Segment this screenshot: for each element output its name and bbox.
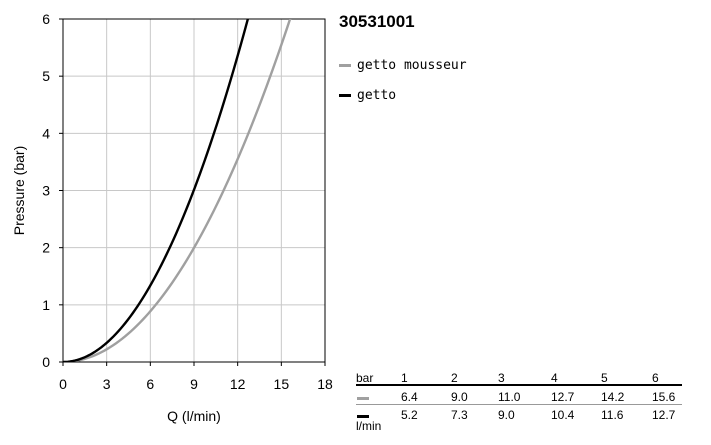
product-code-title: 30531001 [339,12,415,31]
x-tick-label-6: 18 [317,376,333,392]
table-cell-0-3: 12.7 [551,390,575,404]
legend-item-getto: getto [339,87,397,103]
table-pressure-4: 4 [551,371,558,385]
table-header-bar-label: bar [356,371,374,385]
x-tick-label-4: 12 [230,376,246,392]
table-cell-0-2: 11.0 [498,390,521,404]
table-cell-1-2: 9.0 [498,408,515,422]
table-row-swatch-1 [357,415,369,418]
series-line-getto-mousseur [63,19,292,362]
table-cell-0-1: 9.0 [451,390,468,404]
table-header-rule [356,384,682,386]
y-tick-label-4: 4 [42,125,50,141]
y-tick-label-5: 5 [42,68,50,84]
x-tick-label-0: 0 [59,376,67,392]
table-cell-0-4: 14.2 [601,390,625,404]
table-pressure-6: 6 [652,371,659,385]
x-tick-label-3: 9 [190,376,198,392]
series-line-getto [63,19,250,362]
table-cell-0-5: 15.6 [652,390,676,404]
table-pressure-2: 2 [451,371,458,385]
legend-swatch-getto-mousseur [339,63,351,67]
legend-label-getto-mousseur: getto mousseur [357,57,467,73]
table-pressure-3: 3 [498,371,505,385]
x-tick-label-2: 6 [146,376,154,392]
x-tick-label-5: 15 [274,376,290,392]
y-tick-label-3: 3 [42,183,50,199]
y-tick-label-1: 1 [42,297,50,313]
table-cell-1-1: 7.3 [451,408,468,422]
y-tick-label-2: 2 [42,240,50,256]
table-cell-0-0: 6.4 [401,390,418,404]
legend-label-getto: getto [357,87,397,103]
table-cell-1-5: 12.7 [652,408,676,422]
y-tick-label-0: 0 [42,354,50,370]
table-row-rule [356,404,682,405]
x-tick-label-1: 3 [103,376,111,392]
table-cell-1-3: 10.4 [551,408,575,422]
y-axis-label: Pressure (bar) [11,146,27,235]
table-unit-label: l/min [356,419,382,433]
table-cell-1-4: 11.6 [601,408,624,422]
legend-item-getto-mousseur: getto mousseur [339,57,467,73]
x-axis-label: Q (l/min) [167,408,221,424]
y-tick-label-6: 6 [42,11,50,27]
table-row-swatch-0 [357,397,369,400]
table-pressure-1: 1 [401,371,408,385]
legend-swatch-getto [339,93,351,97]
table-cell-1-0: 5.2 [401,408,418,422]
table-pressure-5: 5 [601,371,608,385]
